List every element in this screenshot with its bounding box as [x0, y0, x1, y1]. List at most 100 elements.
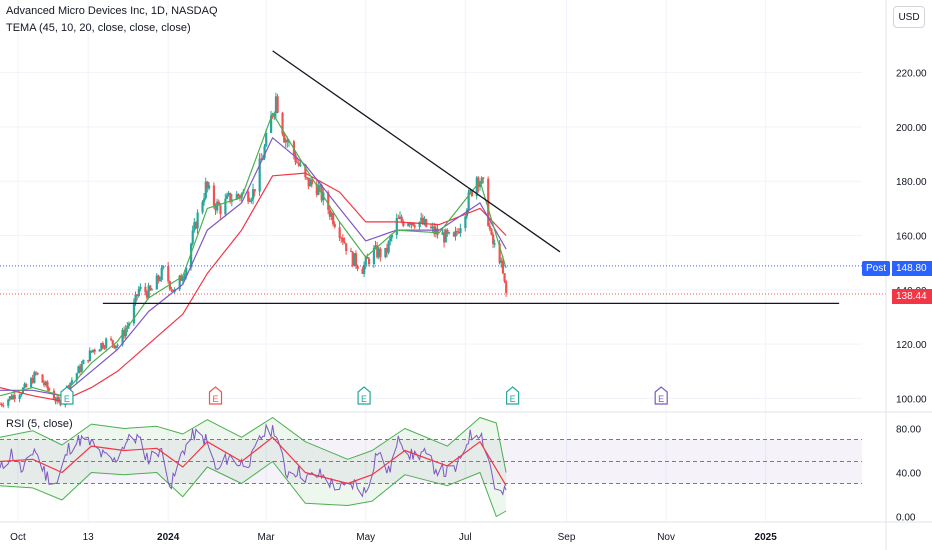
candle-body — [397, 218, 400, 220]
candle-body — [354, 253, 358, 266]
candle-body — [206, 181, 209, 189]
candle-body — [144, 286, 147, 293]
candle-body — [196, 212, 199, 229]
candle-body — [46, 381, 49, 389]
candle-body — [183, 275, 186, 279]
trendline — [272, 50, 561, 253]
candle-body — [363, 264, 366, 274]
earnings-badge — [208, 386, 223, 405]
earnings-marker[interactable]: E — [208, 386, 223, 405]
candle-body — [454, 231, 457, 237]
candle-body — [299, 164, 302, 166]
candle-body — [265, 132, 268, 147]
earnings-marker[interactable]: E — [357, 386, 371, 405]
candle-body — [23, 383, 26, 388]
x-tick-label: Oct — [10, 532, 26, 543]
candle-body — [30, 378, 33, 388]
candle-body — [203, 198, 206, 203]
rsi-ma-line — [0, 436, 507, 487]
last-price-tag: 138.44 — [892, 289, 932, 304]
candle-body — [452, 232, 456, 237]
candle-body — [247, 191, 250, 202]
post-market-label: Post — [862, 261, 891, 276]
candle-body — [389, 237, 392, 242]
candle-body — [237, 194, 240, 197]
candle-body — [44, 381, 47, 386]
candle-body — [263, 146, 266, 159]
candle-body — [421, 217, 425, 225]
tema-legend[interactable]: TEMA (45, 10, 20, close, close, close) — [6, 22, 191, 34]
candle-body — [447, 232, 451, 234]
candle-body — [478, 183, 482, 188]
earnings-marker[interactable]: E — [654, 386, 668, 405]
candle-body — [343, 241, 346, 244]
candle-body — [57, 397, 60, 402]
candle-body — [420, 217, 423, 222]
candle-body — [330, 213, 333, 217]
candle-body — [492, 234, 495, 245]
candle-body — [457, 232, 460, 234]
candle-body — [423, 219, 426, 225]
candle-body — [92, 349, 95, 352]
candle-body — [238, 196, 242, 199]
candle-body — [400, 216, 403, 222]
candle-body — [310, 179, 314, 185]
candle-body — [160, 267, 163, 280]
candle-body — [351, 251, 354, 266]
candle-body — [191, 230, 194, 244]
candle-body — [318, 185, 322, 187]
rsi-legend[interactable]: RSI (5, close) — [6, 418, 73, 430]
candle-body — [227, 192, 230, 196]
candle-body — [180, 275, 183, 281]
candle-body — [444, 229, 447, 243]
candle-body — [441, 232, 444, 235]
candle-body — [309, 179, 312, 187]
currency-button[interactable]: USD — [893, 6, 925, 28]
candle-body — [340, 237, 343, 239]
candle-body — [82, 359, 85, 365]
candle-body — [250, 199, 253, 202]
candle-body — [34, 372, 38, 374]
candle-body — [410, 222, 413, 225]
earnings-marker[interactable]: E — [60, 386, 74, 405]
candle-body — [113, 344, 116, 349]
candle-body — [90, 350, 93, 352]
candle-body — [139, 286, 142, 290]
candle-body — [407, 223, 410, 226]
candle-body — [276, 96, 279, 113]
candle-body — [229, 192, 232, 202]
candle-body — [170, 288, 173, 290]
candle-body — [157, 275, 160, 281]
candle-body — [70, 380, 74, 383]
candle-body — [408, 223, 411, 225]
candle-body — [327, 192, 330, 210]
candle-body — [78, 366, 82, 372]
candle-body — [305, 177, 309, 179]
candle-body — [217, 201, 220, 206]
candle-body — [181, 278, 185, 281]
earnings-marker[interactable]: E — [506, 386, 520, 405]
candle-body — [0, 403, 3, 406]
candle-body — [307, 177, 310, 187]
candle-body — [425, 219, 428, 227]
candle-body — [294, 154, 297, 163]
candle-body — [101, 343, 105, 348]
candle-body — [385, 247, 389, 253]
candle-body — [145, 292, 149, 298]
candle-body — [413, 225, 416, 228]
candle-body — [490, 228, 493, 235]
candles — [0, 92, 508, 409]
earnings-glyph: E — [510, 394, 516, 404]
candle-body — [147, 285, 150, 298]
candle-body — [488, 226, 491, 229]
rsi-tick-label: 80.00 — [896, 425, 921, 436]
candle-body — [124, 328, 127, 337]
candle-body — [77, 366, 80, 374]
candle-body — [185, 267, 188, 276]
candle-body — [87, 359, 90, 362]
candle-body — [41, 374, 44, 383]
candle-body — [20, 393, 23, 396]
x-tick-label: Mar — [257, 532, 275, 543]
